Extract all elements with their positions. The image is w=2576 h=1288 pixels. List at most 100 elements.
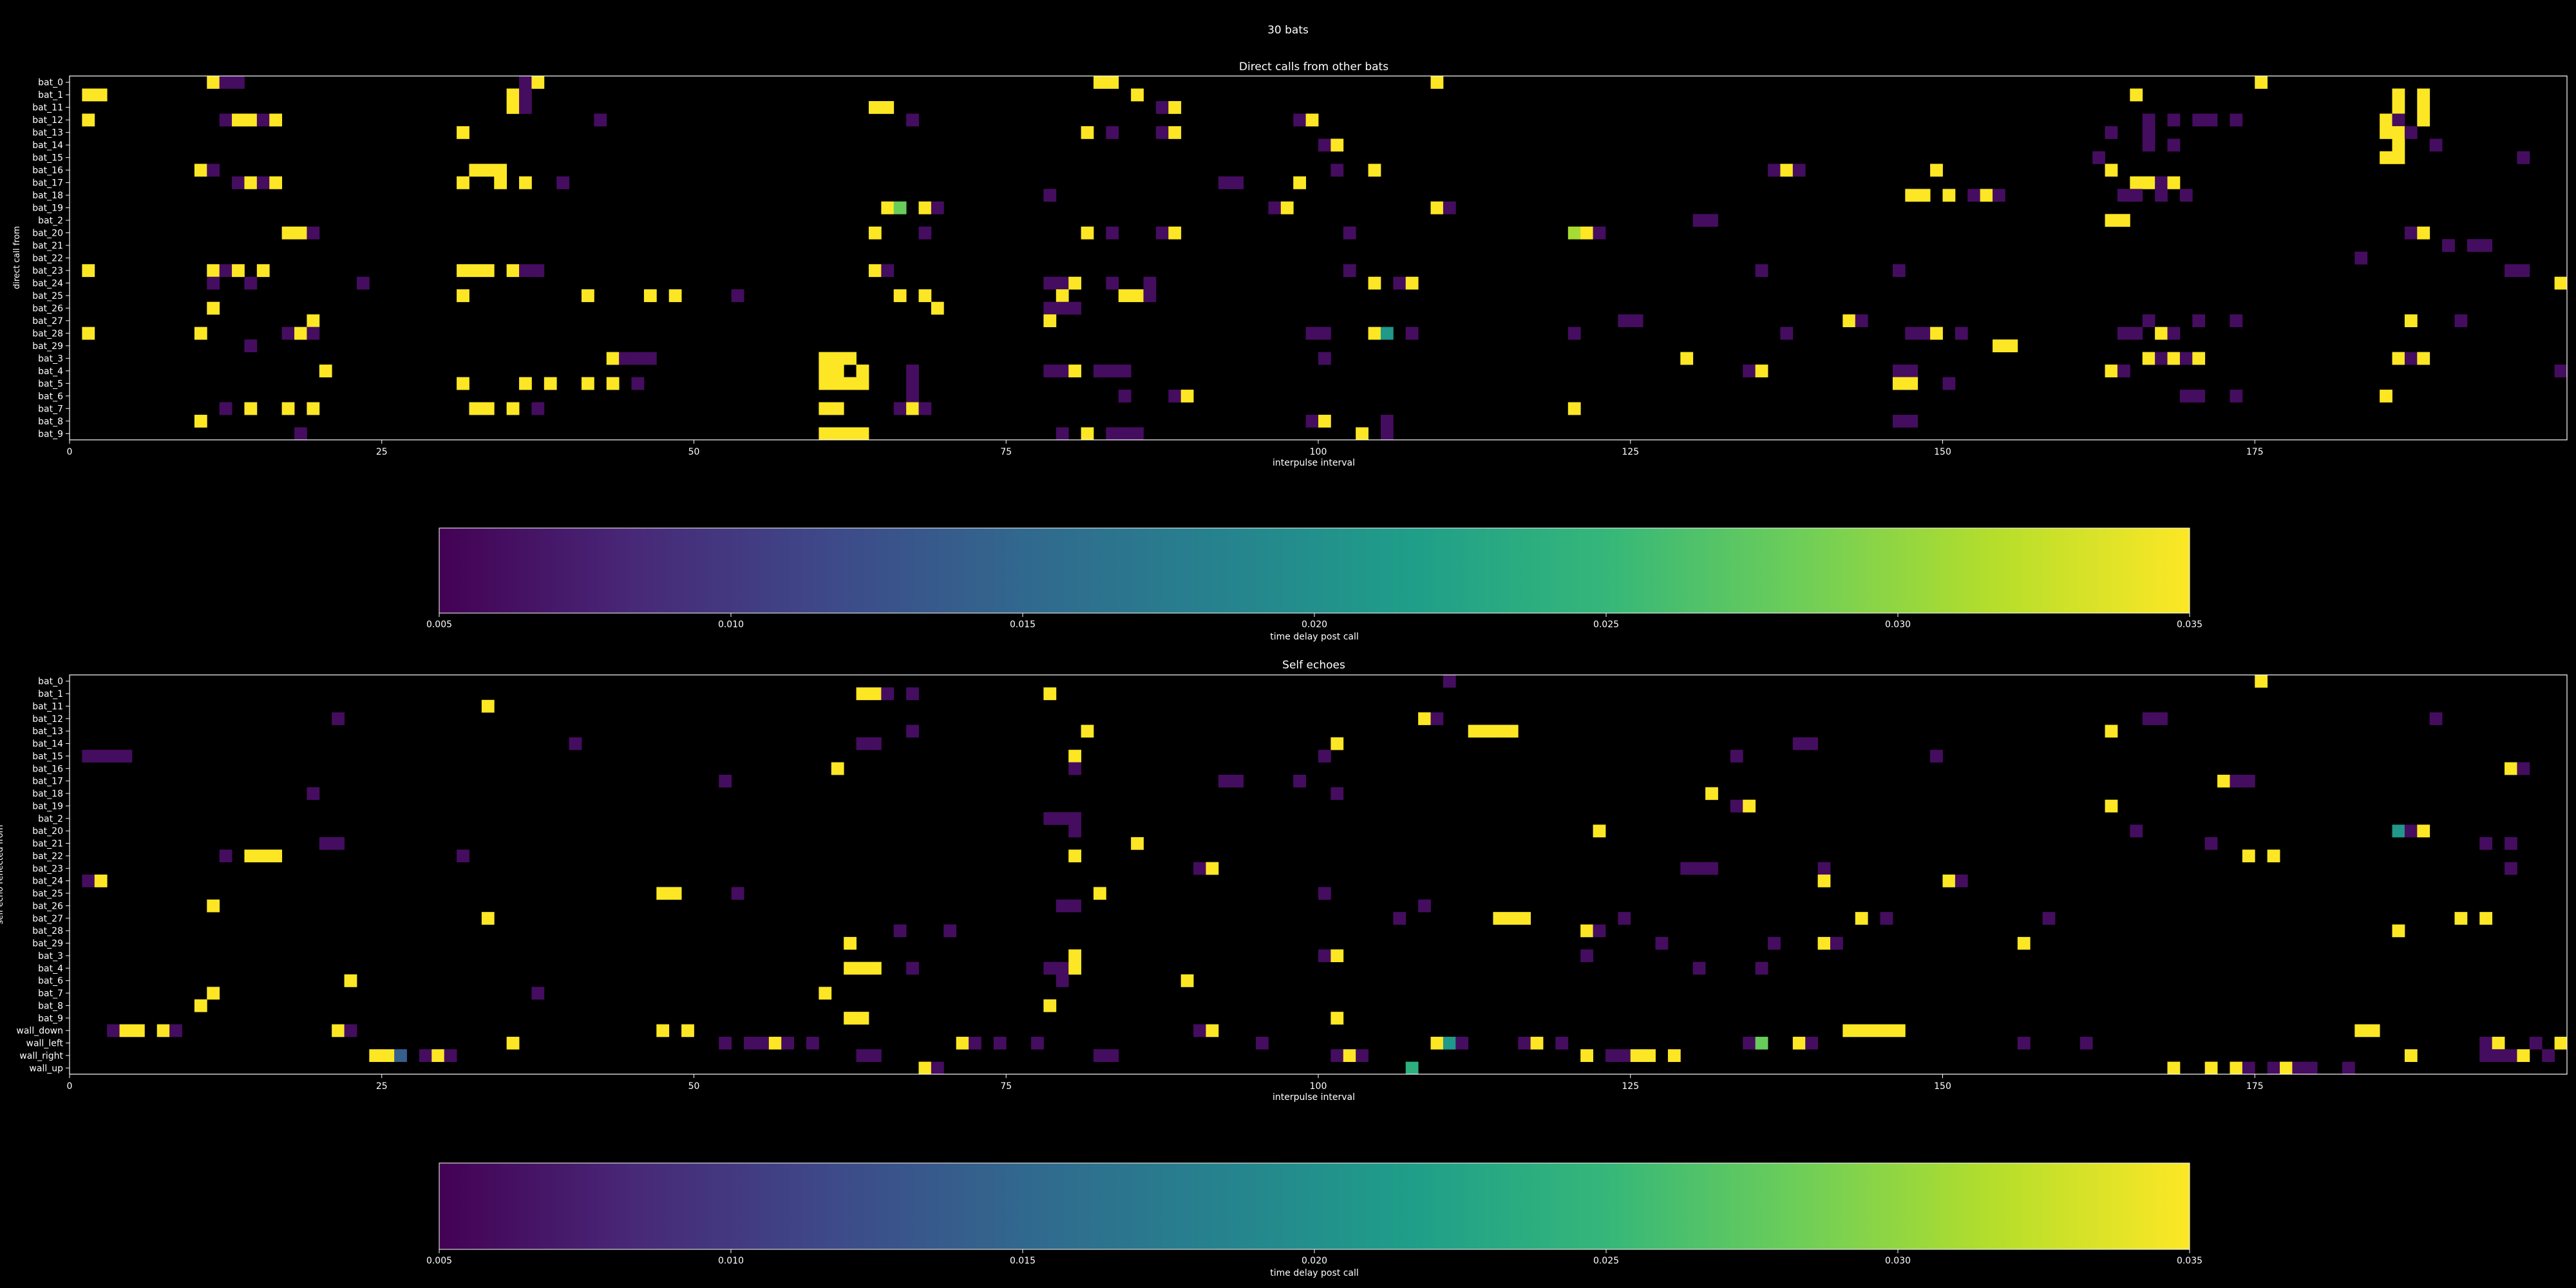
- y-tick-label: bat_22: [32, 851, 63, 862]
- heatmap-cell: [519, 176, 532, 189]
- heatmap-cell: [1305, 327, 1319, 340]
- y-tick-label: bat_14: [32, 739, 63, 750]
- direct-calls-colorbar-label: time delay post call: [1270, 632, 1359, 642]
- heatmap-cell: [1043, 961, 1057, 975]
- direct-calls-panel: Direct calls from other bats bat_0 bat_1b…: [12, 61, 2568, 468]
- heatmap-cell: [2429, 712, 2443, 725]
- heatmap-cell: [918, 226, 932, 240]
- heatmap-cell: [1680, 352, 1694, 365]
- heatmap-cell: [2142, 352, 2155, 365]
- heatmap-cell: [1705, 787, 1718, 800]
- heatmap-cell: [1755, 1036, 1768, 1050]
- heatmap-cell: [906, 687, 919, 701]
- heatmap-cell: [2230, 775, 2243, 788]
- heatmap-cell: [1505, 912, 1519, 925]
- heatmap-cell: [307, 787, 320, 800]
- heatmap-cell: [506, 100, 520, 114]
- heatmap-cell: [819, 987, 832, 1000]
- heatmap-cell: [82, 327, 95, 340]
- heatmap-cell: [269, 113, 283, 127]
- heatmap-cell: [194, 999, 207, 1012]
- heatmap-cell: [844, 936, 857, 950]
- direct-calls-colorbar: 0.005 0.010 0.015 0.020 0.025 0.030 0.035 time…: [426, 527, 2202, 642]
- heatmap-cell: [2130, 189, 2143, 202]
- heatmap-cell: [856, 1049, 869, 1063]
- heatmap-cell: [631, 352, 645, 365]
- heatmap-cell: [1618, 912, 1631, 925]
- colorbar-tick-label: 0.020: [1302, 1256, 1327, 1266]
- heatmap-cell: [1143, 289, 1157, 303]
- heatmap-cell: [594, 113, 607, 127]
- colorbar-tick-label: 0.005: [426, 1256, 452, 1266]
- heatmap-cell: [232, 113, 245, 127]
- heatmap-cell: [82, 264, 95, 278]
- heatmap-cell: [2404, 226, 2418, 240]
- heatmap-cell: [831, 402, 844, 415]
- heatmap-cell: [2479, 912, 2493, 925]
- heatmap-cell: [457, 176, 469, 189]
- direct-calls-heatmap-cells: [82, 76, 2568, 440]
- heatmap-cell: [1331, 164, 1344, 177]
- heatmap-cell: [2142, 126, 2155, 139]
- heatmap-cell: [232, 264, 245, 278]
- y-tick-label: bat_13: [32, 128, 63, 138]
- heatmap-cell: [2392, 352, 2405, 365]
- heatmap-cell: [856, 687, 869, 701]
- heatmap-cell: [256, 176, 270, 189]
- heatmap-cell: [2342, 1061, 2355, 1075]
- heatmap-cell: [381, 1049, 395, 1063]
- heatmap-cell: [1280, 201, 1294, 214]
- heatmap-cell: [82, 88, 95, 102]
- heatmap-cell: [1131, 88, 1144, 102]
- heatmap-cell: [868, 687, 882, 701]
- heatmap-cell: [856, 961, 869, 975]
- y-tick-label: bat_21: [32, 839, 63, 849]
- heatmap-cell: [1692, 214, 1706, 227]
- x-tick-label: 175: [2246, 447, 2264, 457]
- heatmap-cell: [1206, 862, 1219, 875]
- heatmap-cell: [1892, 415, 1906, 428]
- heatmap-cell: [82, 113, 95, 127]
- heatmap-cell: [2304, 1061, 2318, 1075]
- heatmap-cell: [2130, 824, 2143, 838]
- heatmap-cell: [2392, 126, 2405, 139]
- direct-calls-x-tick-labels: 0 25 50 75 100 125 150 175: [67, 440, 2264, 457]
- heatmap-cell: [269, 176, 283, 189]
- heatmap-cell: [107, 1024, 120, 1037]
- heatmap-cell: [1455, 1036, 1469, 1050]
- heatmap-cell: [2242, 849, 2255, 863]
- x-tick-label: 100: [1310, 1081, 1327, 1092]
- heatmap-cell: [831, 352, 844, 365]
- heatmap-cell: [1118, 289, 1132, 303]
- heatmap-cell: [1331, 949, 1344, 963]
- colorbar-tick-label: 0.020: [1302, 620, 1327, 630]
- self-echoes-xlabel: interpulse interval: [1273, 1092, 1355, 1103]
- y-tick-label: bat_8: [38, 417, 63, 427]
- heatmap-cell: [1218, 176, 1231, 189]
- heatmap-cell: [419, 1049, 432, 1063]
- heatmap-cell: [232, 76, 245, 89]
- heatmap-cell: [244, 849, 258, 863]
- heatmap-cell: [1405, 1061, 1419, 1075]
- x-tick-label: 75: [1000, 1081, 1012, 1092]
- y-tick-label: wall_down: [16, 1026, 63, 1036]
- y-tick-label: bat_22: [32, 254, 63, 264]
- heatmap-cell: [244, 339, 258, 353]
- heatmap-cell: [506, 1036, 520, 1050]
- heatmap-cell: [1343, 264, 1356, 278]
- self-echoes-title: Self echoes: [1282, 659, 1345, 672]
- y-tick-label: bat_19: [32, 801, 63, 811]
- heatmap-cell: [969, 1036, 981, 1050]
- heatmap-cell: [2142, 712, 2155, 725]
- heatmap-cell: [1468, 724, 1481, 738]
- heatmap-cell: [1580, 1049, 1593, 1063]
- heatmap-cell: [1318, 352, 1331, 365]
- heatmap-cell: [1368, 276, 1381, 290]
- heatmap-cell: [1593, 226, 1606, 240]
- heatmap-cell: [1567, 402, 1581, 415]
- heatmap-cell: [219, 402, 232, 415]
- y-tick-label: bat_6: [38, 976, 63, 987]
- heatmap-cell: [2392, 88, 2405, 102]
- self-echoes-x-tick-labels: 0 25 50 75 100 125 150 175: [67, 1074, 2264, 1092]
- heatmap-cell: [1930, 164, 1943, 177]
